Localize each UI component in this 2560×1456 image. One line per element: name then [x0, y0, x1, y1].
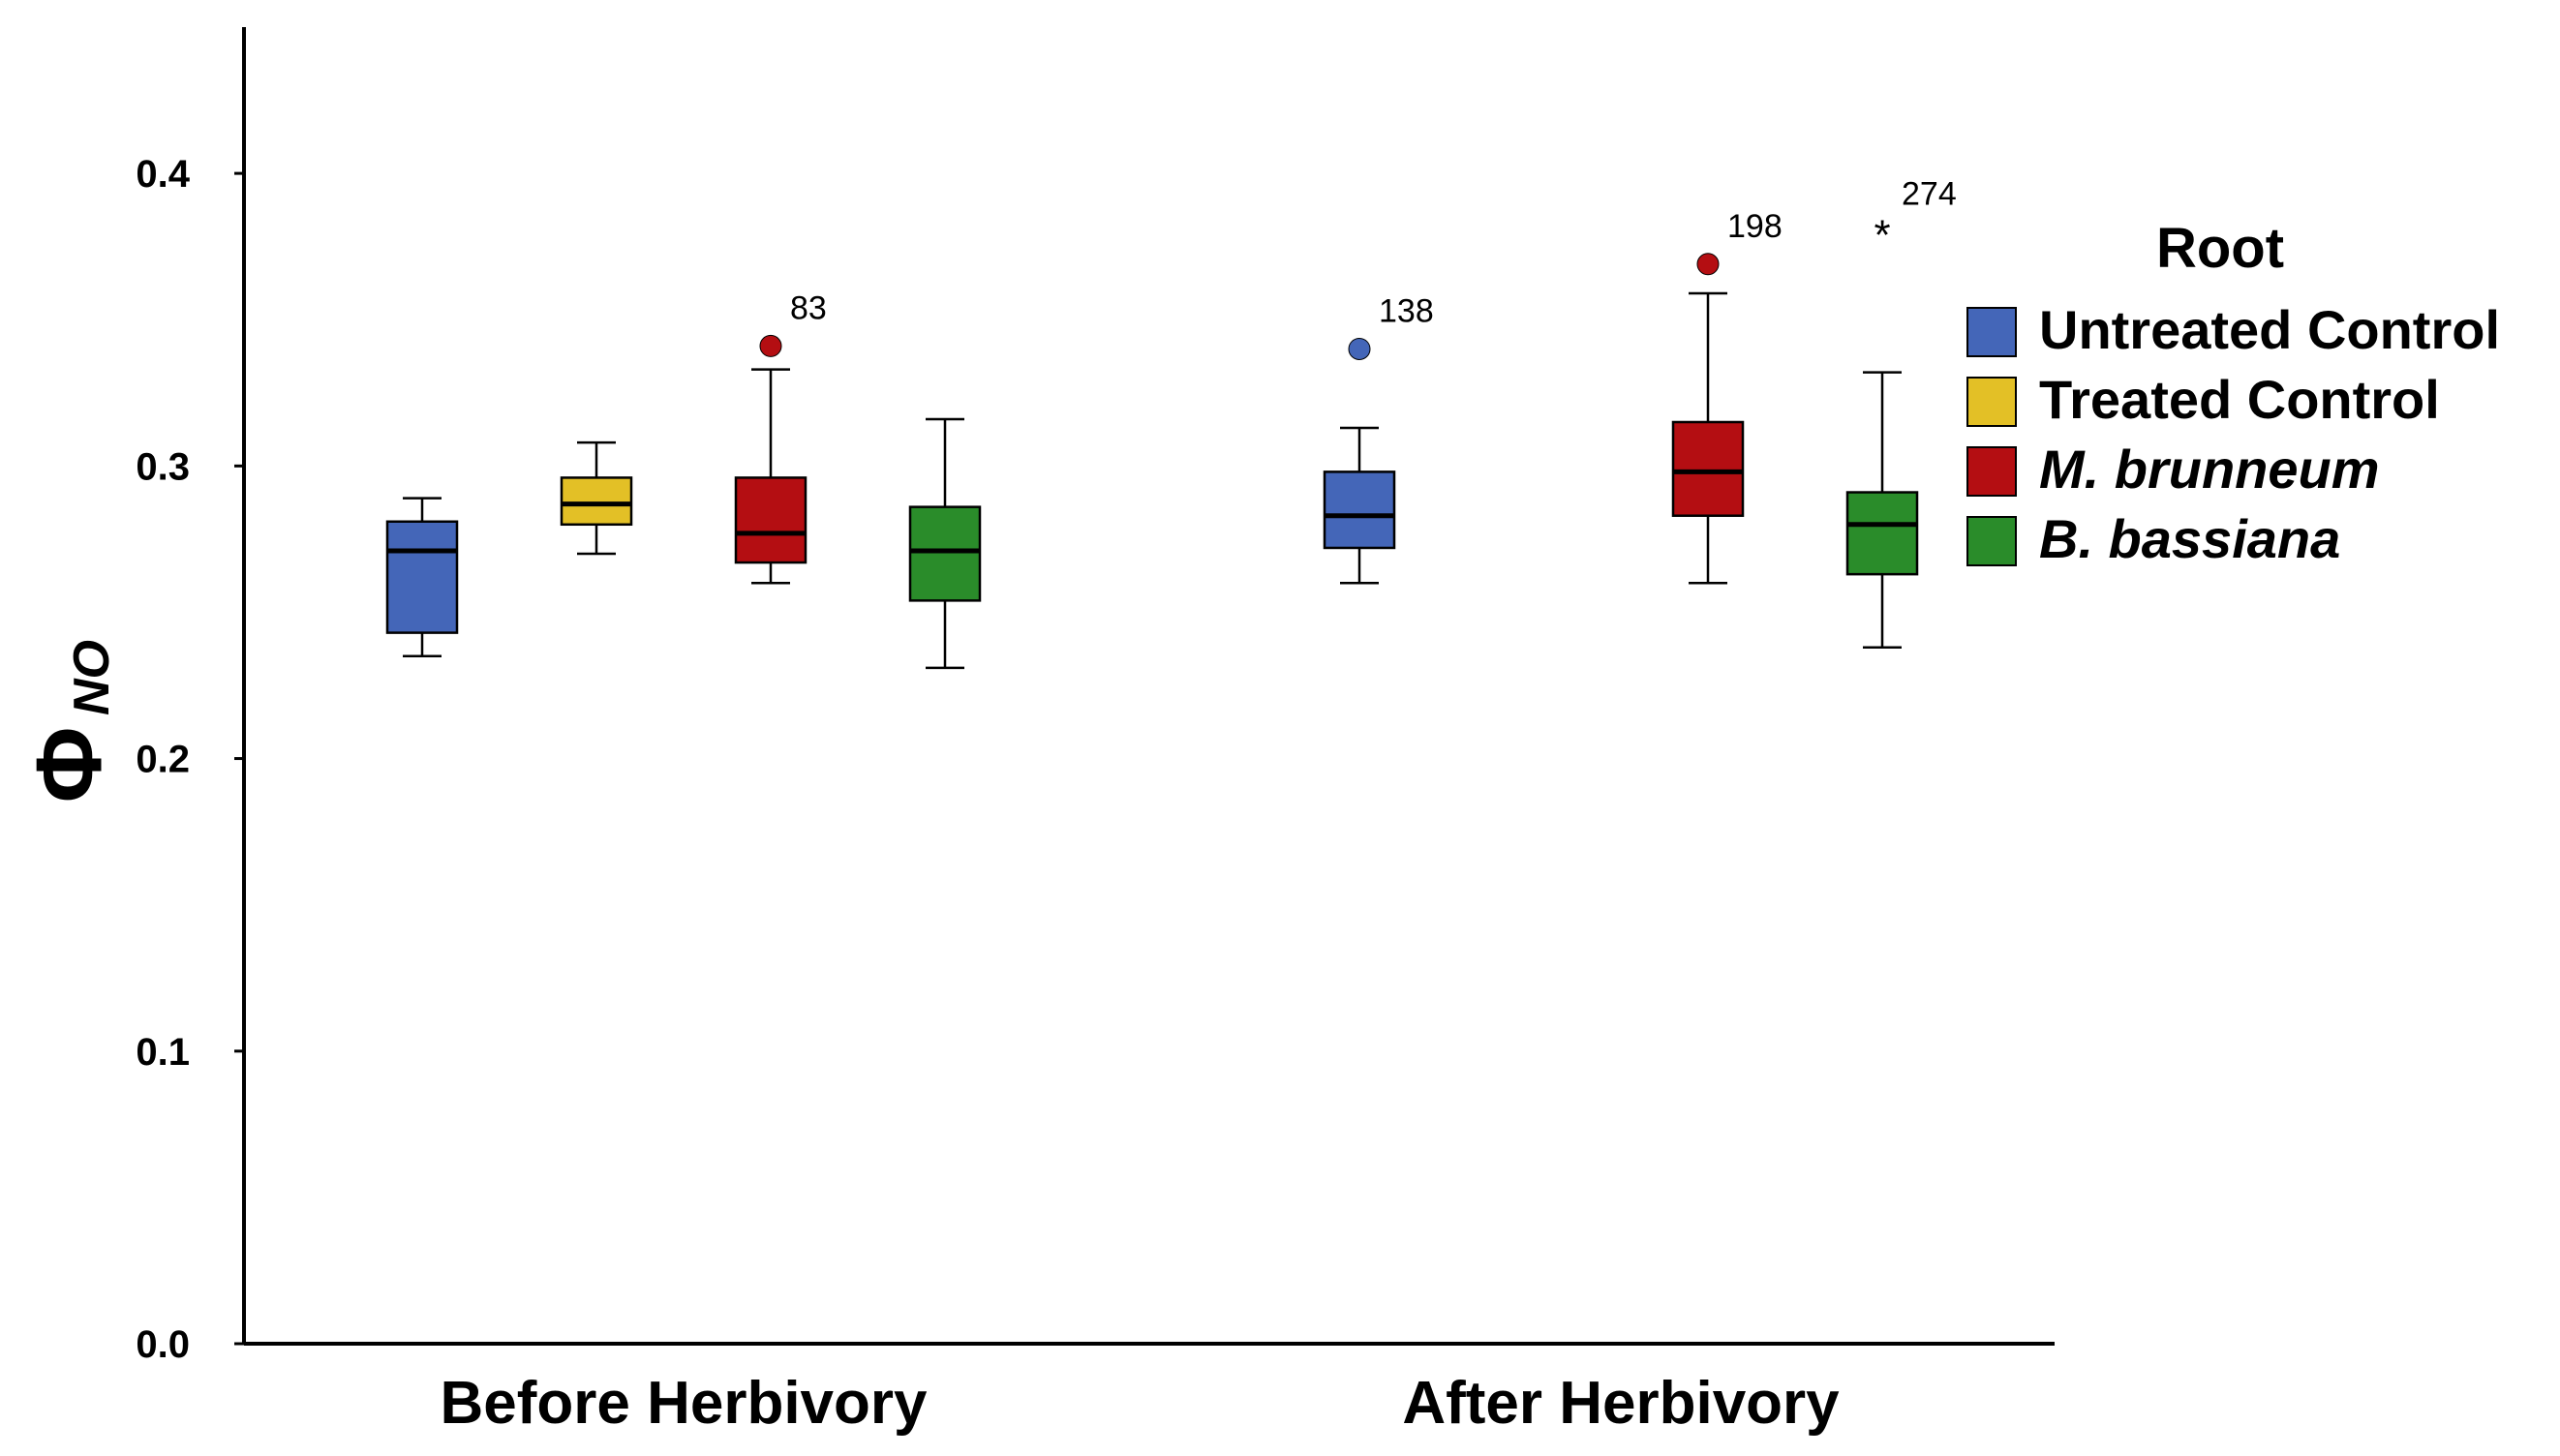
y-tick-label: 0.0 [136, 1323, 190, 1366]
box-b-bassiana-after-herbivory: * 274 [1845, 176, 1957, 649]
box-iqr [908, 505, 982, 602]
box-iqr [560, 476, 633, 527]
x-axis-categories: Before Herbivory After Herbivory [440, 1370, 1840, 1437]
y-axis-ticks: 0.0 0.1 0.2 0.3 0.4 [136, 153, 244, 1366]
box-treated-control-before-herbivory [560, 440, 633, 556]
outlier-label: 198 [1727, 208, 1783, 245]
y-tick-label: 0.1 [136, 1031, 190, 1074]
x-category-label: Before Herbivory [440, 1370, 928, 1437]
box-untreated-control-before-herbivory [385, 497, 459, 658]
legend-title: Root [2156, 217, 2284, 280]
box-m-brunneum-after-herbivory: 198 [1671, 208, 1783, 585]
outlier-marker [1696, 253, 1720, 276]
axes [242, 27, 2055, 1346]
outlier-marker-star: * [1874, 212, 1890, 259]
box-iqr [385, 520, 459, 634]
legend-label: B. bassiana [2039, 508, 2340, 569]
y-tick-label: 0.2 [136, 739, 190, 781]
y-axis-symbol: Φ [17, 727, 121, 804]
outlier-marker [1348, 337, 1371, 360]
y-axis-subscript: NO [64, 640, 120, 715]
box-b-bassiana-before-herbivory [908, 417, 982, 670]
legend-label: M. brunneum [2039, 439, 2380, 500]
x-category-label: After Herbivory [1402, 1370, 1840, 1437]
legend-item: Untreated Control [1966, 299, 2500, 360]
legend-swatch [1966, 446, 2017, 497]
box-untreated-control-after-herbivory: 138 [1323, 292, 1434, 585]
box-m-brunneum-before-herbivory: 83 [734, 289, 827, 585]
box-iqr [1323, 470, 1396, 550]
y-tick-label: 0.4 [136, 153, 190, 196]
legend-label: Untreated Control [2039, 299, 2500, 360]
legend-swatch [1966, 516, 2017, 566]
outlier-label: 138 [1379, 292, 1434, 329]
legend-item: M. brunneum [1966, 439, 2380, 500]
legend-swatch [1966, 377, 2017, 427]
boxes-layer: 138 83 198 * 274 [385, 176, 1957, 670]
legend-label: Treated Control [2039, 369, 2440, 430]
outlier-label: 274 [1902, 176, 1957, 213]
y-tick-label: 0.3 [136, 445, 190, 488]
outlier-label: 83 [790, 289, 827, 326]
box-iqr [1845, 491, 1919, 576]
legend-swatch [1966, 307, 2017, 357]
legend-item: B. bassiana [1966, 508, 2340, 569]
y-axis-title: Φ NO [17, 640, 121, 803]
legend-item: Treated Control [1966, 369, 2440, 430]
box-iqr [1671, 420, 1745, 517]
box-iqr [734, 476, 808, 564]
legend-items: Untreated Control Treated Control M. brunn… [1966, 299, 2500, 569]
outlier-marker [759, 334, 782, 357]
legend: Root Untreated Control Treated Control M. … [1966, 217, 2500, 569]
